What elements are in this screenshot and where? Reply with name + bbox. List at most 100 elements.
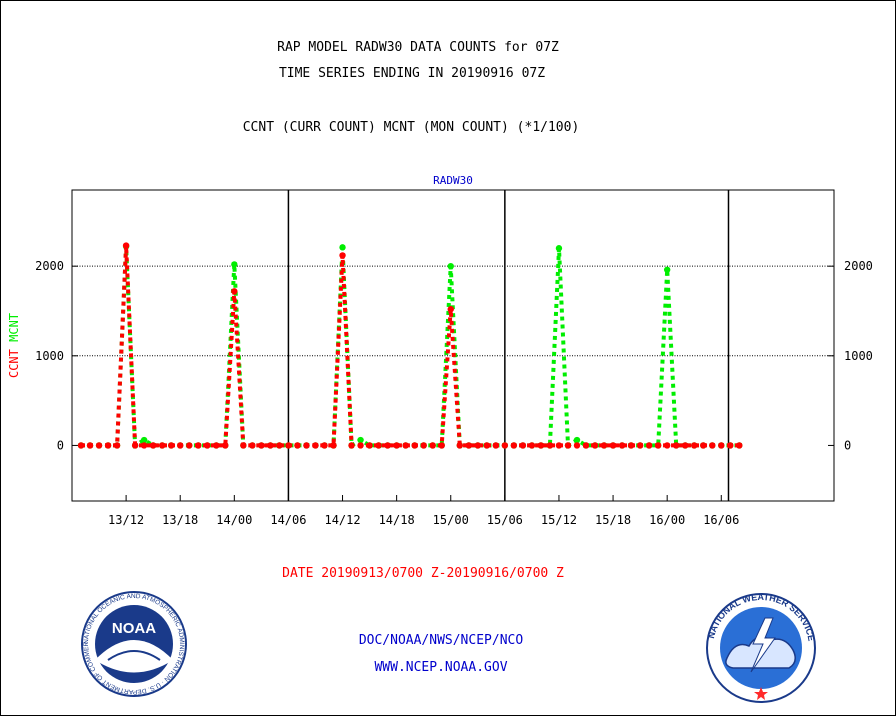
data-point-ccnt	[492, 442, 500, 449]
data-point-ccnt	[663, 442, 671, 449]
data-point-ccnt	[691, 442, 698, 449]
y-axis-label-part: MCNT	[7, 313, 21, 349]
chart-title: RADW30	[433, 174, 473, 187]
data-point-ccnt	[240, 442, 247, 449]
data-point-ccnt	[483, 442, 491, 449]
data-point-mcnt	[140, 436, 148, 444]
data-point-ccnt	[393, 442, 400, 449]
data-point-ccnt	[158, 442, 166, 449]
data-point-ccnt	[546, 442, 554, 449]
data-point-ccnt	[276, 442, 283, 449]
data-point-ccnt	[591, 442, 599, 449]
data-point-ccnt	[474, 442, 481, 449]
nws-logo: NATIONAL WEATHER SERVICE	[706, 592, 817, 703]
data-point-ccnt	[339, 252, 346, 259]
data-point-ccnt	[321, 442, 328, 449]
data-point-ccnt	[267, 442, 274, 449]
data-point-ccnt	[564, 442, 572, 449]
xtick-label: 13/18	[162, 513, 198, 527]
data-point-ccnt	[357, 442, 364, 449]
data-point-ccnt	[627, 442, 635, 449]
data-point-ccnt	[303, 442, 310, 449]
data-point-ccnt	[654, 442, 662, 449]
y-axis-label: CCNT MCNT	[7, 313, 21, 378]
data-point-mcnt	[573, 436, 581, 444]
data-point-ccnt	[618, 442, 626, 449]
ytick-label-left: 1000	[35, 349, 64, 363]
chart-subtitle: CCNT (CURR COUNT) MCNT (MON COUNT) (*1/1…	[242, 120, 580, 135]
org-label: DOC/NOAA/NWS/NCEP/NCO	[358, 633, 524, 648]
data-point-ccnt	[573, 442, 581, 449]
data-point-ccnt	[204, 442, 211, 449]
data-point-ccnt	[519, 442, 527, 449]
data-point-ccnt	[177, 442, 184, 449]
data-point-ccnt	[384, 442, 391, 449]
xtick-label: 16/06	[703, 513, 739, 527]
data-point-ccnt	[140, 442, 148, 449]
series-line-mcnt	[81, 246, 740, 449]
data-point-ccnt	[537, 442, 545, 449]
data-point-ccnt	[222, 442, 229, 449]
data-point-ccnt	[718, 442, 725, 449]
data-point-mcnt	[663, 266, 671, 273]
data-point-ccnt	[285, 442, 292, 449]
data-point-ccnt	[582, 442, 590, 449]
data-point-ccnt	[609, 442, 617, 449]
data-point-ccnt	[366, 442, 373, 449]
data-point-ccnt	[736, 442, 743, 449]
data-point-ccnt	[438, 442, 445, 449]
xtick-label: 13/12	[108, 513, 144, 527]
xtick-label: 14/18	[379, 513, 415, 527]
xtick-label: 14/00	[216, 513, 252, 527]
xtick-label: 15/00	[433, 513, 469, 527]
date-range-label: DATE 20190913/0700 Z-20190916/0700 Z	[282, 566, 564, 581]
data-point-ccnt	[501, 442, 509, 449]
data-point-ccnt	[411, 442, 418, 449]
data-point-ccnt	[700, 442, 707, 449]
data-point-ccnt	[555, 442, 563, 449]
data-point-ccnt	[113, 442, 121, 449]
data-point-ccnt	[348, 442, 355, 449]
data-point-ccnt	[249, 442, 256, 449]
url-link[interactable]: WWW.NCEP.NOAA.GOV	[374, 660, 508, 675]
data-point-ccnt	[330, 442, 337, 449]
page-title-line1: RAP MODEL RADW30 DATA COUNTS for 07Z	[277, 40, 559, 55]
data-point-ccnt	[149, 442, 157, 449]
xtick-label: 15/18	[595, 513, 631, 527]
data-point-ccnt	[456, 442, 463, 449]
data-point-ccnt	[645, 442, 653, 449]
xtick-label: 14/12	[324, 513, 360, 527]
data-point-mcnt	[339, 244, 346, 251]
data-point-ccnt	[186, 442, 193, 449]
data-point-ccnt	[195, 442, 202, 449]
page-title-line2: TIME SERIES ENDING IN 20190916 07Z	[278, 66, 546, 81]
ytick-label-left: 2000	[35, 259, 64, 273]
data-point-ccnt	[95, 442, 103, 449]
data-point-ccnt	[709, 442, 716, 449]
data-point-ccnt	[77, 442, 85, 449]
data-point-mcnt	[357, 436, 364, 444]
data-point-mcnt	[555, 245, 563, 252]
data-point-ccnt	[420, 442, 427, 449]
data-point-ccnt	[727, 442, 734, 449]
data-point-ccnt	[104, 442, 112, 449]
xtick-label: 16/00	[649, 513, 685, 527]
data-point-ccnt	[258, 442, 265, 449]
data-point-ccnt	[213, 442, 220, 449]
data-point-ccnt	[447, 306, 454, 313]
ytick-label-right: 2000	[844, 259, 873, 273]
data-point-ccnt	[600, 442, 608, 449]
data-point-ccnt	[465, 442, 472, 449]
data-point-ccnt	[231, 288, 238, 295]
data-point-ccnt	[375, 442, 382, 449]
ytick-label-left: 0	[57, 438, 64, 452]
data-point-ccnt	[312, 442, 319, 449]
xtick-label: 15/06	[487, 513, 523, 527]
data-point-mcnt	[231, 261, 238, 268]
data-point-ccnt	[636, 442, 644, 449]
data-point-ccnt	[528, 442, 536, 449]
plot-area-border	[71, 189, 835, 502]
ytick-label-right: 0	[844, 438, 851, 452]
data-point-ccnt	[294, 442, 301, 449]
